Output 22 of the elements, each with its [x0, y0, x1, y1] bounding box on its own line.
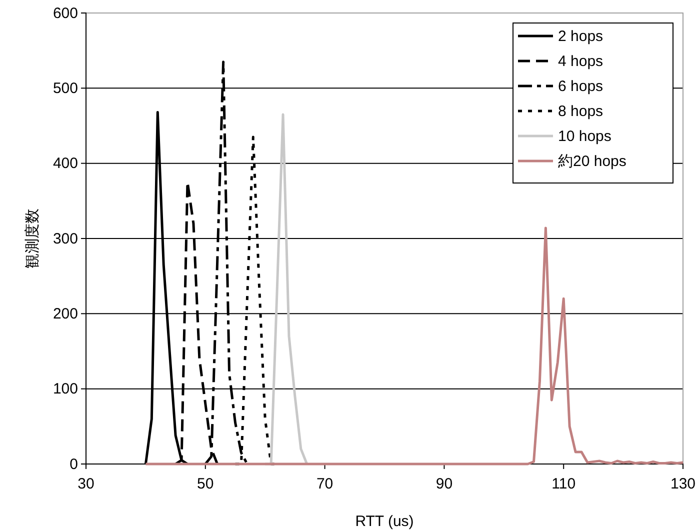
x-tick-label: 70 — [316, 476, 334, 492]
line-series — [144, 226, 684, 466]
y-tick-label: 400 — [52, 155, 78, 172]
legend-label: 4 hops — [558, 53, 604, 70]
legend-label: 8 hops — [558, 103, 604, 120]
x-tick-label: 50 — [197, 476, 214, 492]
y-tick-label: 0 — [70, 456, 78, 473]
x-tick-label: 90 — [436, 476, 453, 492]
y-axis-title: 観測度数 — [24, 208, 41, 268]
legend-label: 2 hops — [558, 28, 604, 45]
legend-label: 約20 hops — [558, 153, 626, 170]
y-tick-label: 300 — [52, 230, 78, 248]
y-tick-label: 500 — [52, 80, 78, 97]
x-axis-title: RTT (us) — [355, 513, 414, 530]
x-tick-label: 130 — [670, 476, 696, 492]
legend-label: 6 hops — [558, 78, 604, 95]
legend-label: 10 hops — [558, 128, 612, 145]
y-tick-label: 600 — [52, 4, 78, 22]
y-tick-label: 200 — [52, 305, 78, 322]
y-tick-label: 100 — [52, 380, 78, 398]
x-tick-label: 110 — [552, 476, 576, 492]
x-tick-label: 30 — [78, 476, 94, 492]
